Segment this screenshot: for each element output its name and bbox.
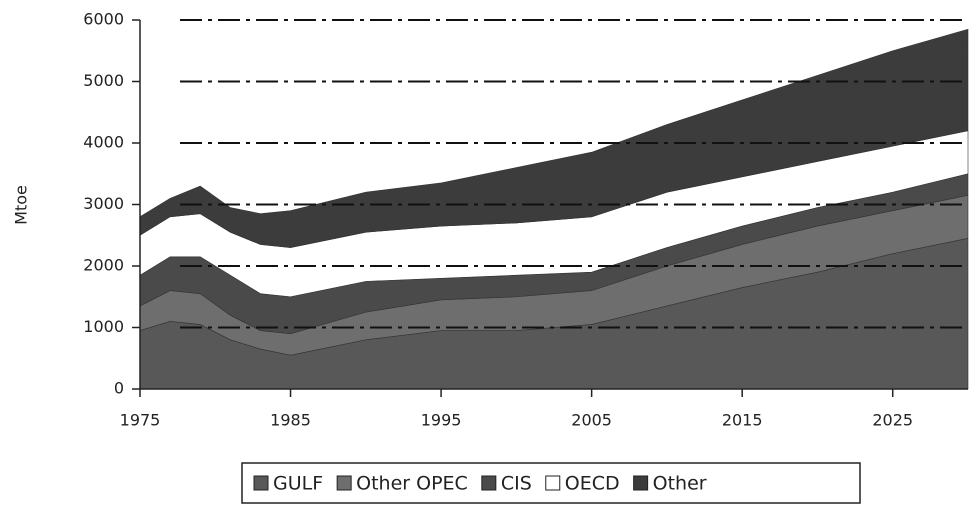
x-tick-label: 2015: [722, 411, 763, 430]
legend-label: OECD: [565, 473, 620, 495]
y-tick-label: 0: [114, 379, 124, 398]
legend-swatch: [253, 475, 269, 491]
x-tick-label: 2005: [571, 411, 612, 430]
legend: GULF Other OPEC CIS OECD Other: [241, 462, 861, 504]
legend-swatch: [481, 475, 497, 491]
y-tick-label: 5000: [83, 71, 124, 90]
legend-label: CIS: [501, 473, 532, 495]
x-tick-label: 1995: [421, 411, 462, 430]
legend-label: GULF: [273, 473, 323, 495]
y-axis-label: Mtoe: [12, 185, 31, 225]
legend-swatch: [336, 475, 352, 491]
y-tick-label: 3000: [83, 194, 124, 213]
legend-label: Other: [653, 473, 707, 495]
legend-swatch: [633, 475, 649, 491]
legend-swatch: [545, 475, 561, 491]
areas: [139, 28, 969, 390]
x-tick-label: 1975: [120, 411, 161, 430]
legend-label: Other OPEC: [356, 473, 468, 495]
y-tick-label: 6000: [83, 10, 124, 29]
x-tick-label: 2025: [872, 411, 913, 430]
y-tick-label: 2000: [83, 256, 124, 275]
y-tick-label: 4000: [83, 133, 124, 152]
x-tick-label: 1985: [270, 411, 311, 430]
y-tick-label: 1000: [83, 317, 124, 336]
